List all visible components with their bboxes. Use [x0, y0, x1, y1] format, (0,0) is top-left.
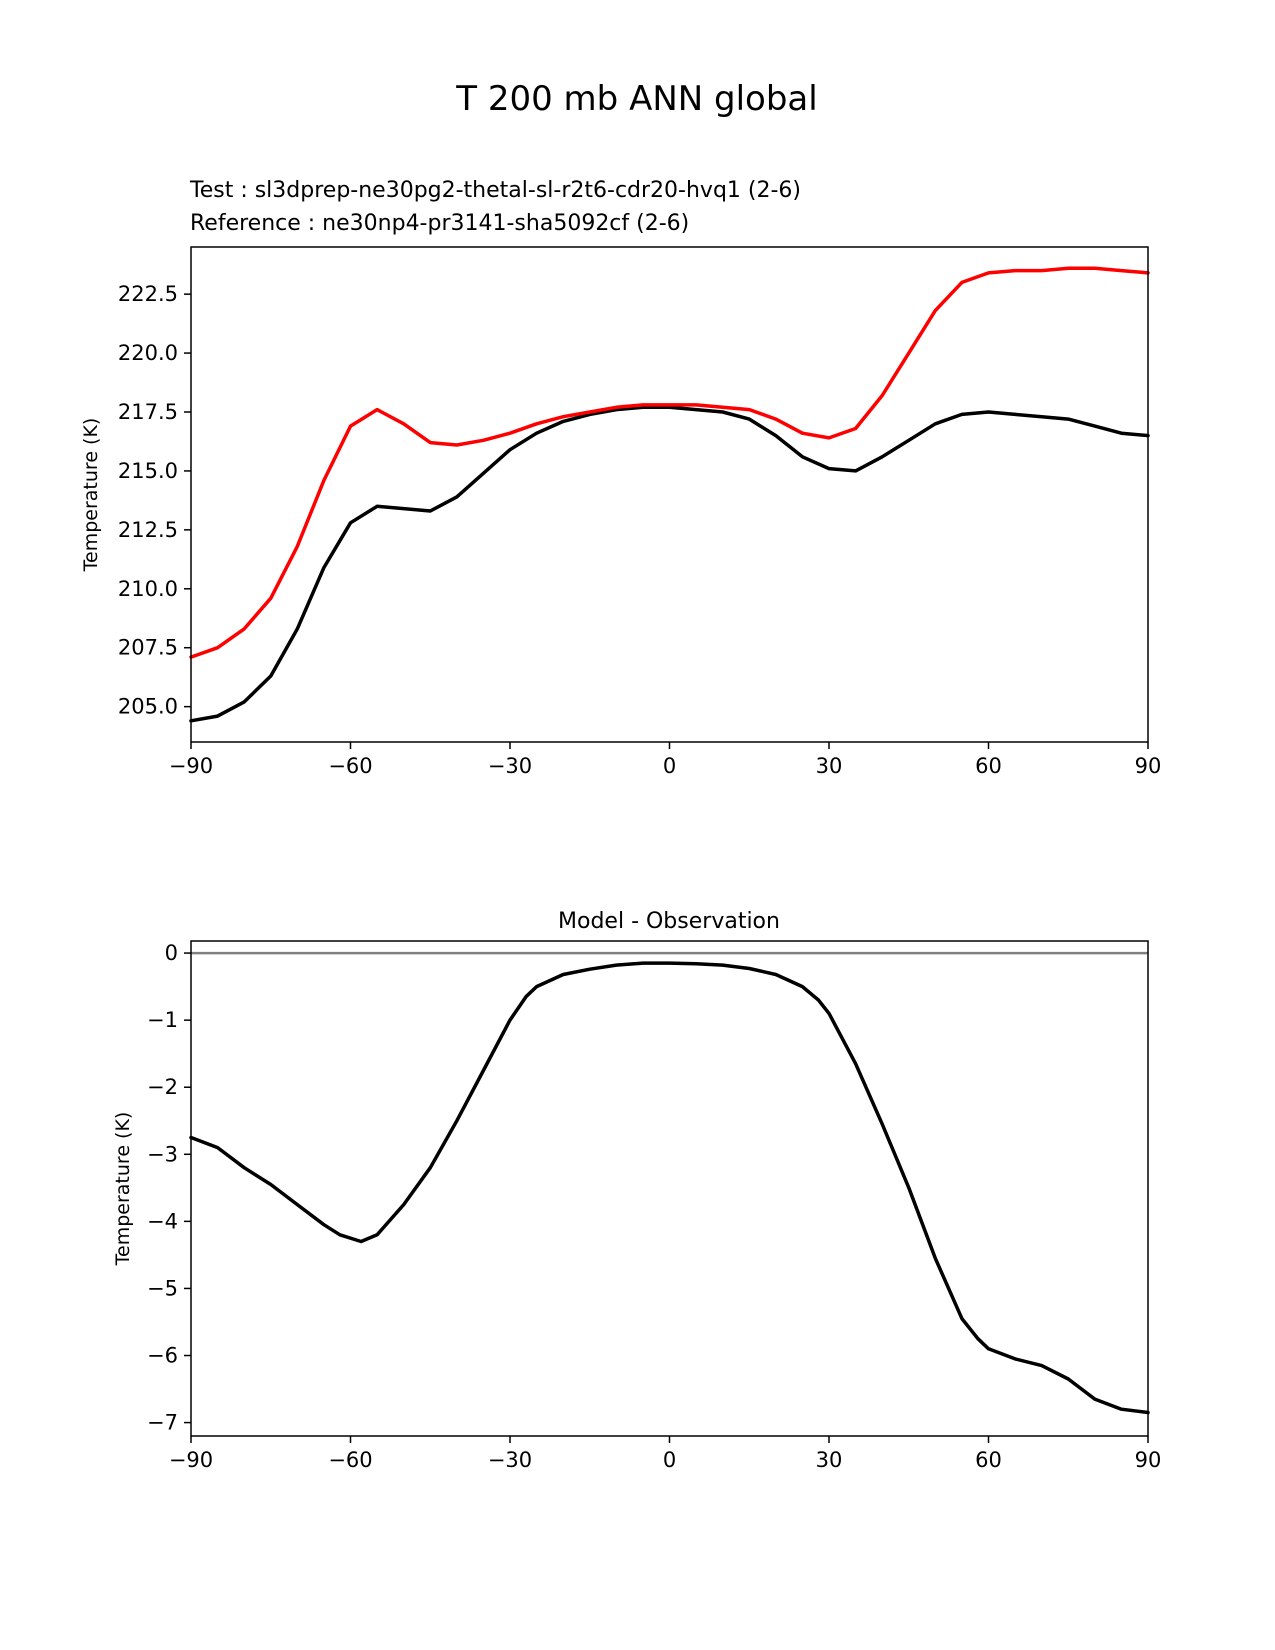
bot-y-tick-label: −1: [147, 1008, 178, 1032]
bot-y-tick-label: −6: [147, 1344, 178, 1368]
top-series-line-1: [189, 266, 1150, 659]
top-y-tick-label: 210.0: [118, 577, 178, 601]
top-series-line-0: [189, 405, 1150, 723]
top-y-tick-label: 212.5: [118, 518, 178, 542]
bot-series-line-0: [189, 961, 1150, 1415]
top-y-axis-label: Temperature (K): [80, 418, 102, 573]
top-x-tick-label: 90: [1135, 754, 1162, 778]
panel-bottom: Model - Observation −90 −60 −30 0 30 60 90 0 −1…: [112, 909, 1161, 1472]
bot-x-tick-label: 0: [663, 1448, 676, 1472]
top-y-tick-label: 220.0: [118, 341, 178, 365]
top-y-tick-label: 205.0: [118, 695, 178, 719]
top-y-ticks: 205.0 207.5 210.0 212.5 215.0 217.5 220.0 222.5: [118, 282, 191, 719]
bot-y-tick-label: −7: [147, 1411, 178, 1435]
bot-y-tick-label: 0: [165, 941, 178, 965]
top-x-tick-label: 30: [816, 754, 843, 778]
top-title-reference: Reference : ne30np4-pr3141-sha5092cf (2-…: [190, 211, 689, 236]
bot-x-tick-label: −60: [328, 1448, 372, 1472]
bottom-y-ticks: 0 −1 −2 −3 −4 −5 −6 −7: [147, 941, 191, 1435]
bottom-axes-frame: [190, 940, 1149, 1437]
bot-y-tick-label: −2: [147, 1075, 178, 1099]
top-x-ticks: −90 −60 −30 0 30 60 90: [169, 742, 1162, 778]
top-x-tick-label: −30: [488, 754, 532, 778]
top-axes-frame: [190, 246, 1149, 743]
top-y-tick-label: 215.0: [118, 459, 178, 483]
bottom-title: Model - Observation: [558, 909, 780, 934]
bottom-series-group: [189, 961, 1150, 1415]
top-x-tick-label: 0: [663, 754, 676, 778]
bot-x-tick-label: −90: [169, 1448, 213, 1472]
top-title-test: Test : sl3dprep-ne30pg2-thetal-sl-r2t6-c…: [189, 178, 801, 203]
top-x-tick-label: 60: [975, 754, 1002, 778]
top-y-tick-label: 207.5: [118, 636, 178, 660]
figure-suptitle: T 200 mb ANN global: [455, 79, 817, 119]
bot-x-tick-label: −30: [488, 1448, 532, 1472]
panel-top: Test : sl3dprep-ne30pg2-thetal-sl-r2t6-c…: [80, 178, 1161, 778]
top-series-group: [189, 266, 1150, 723]
bot-x-tick-label: 30: [816, 1448, 843, 1472]
bot-y-tick-label: −5: [147, 1276, 178, 1300]
bot-x-tick-label: 60: [975, 1448, 1002, 1472]
bot-x-tick-label: 90: [1135, 1448, 1162, 1472]
top-y-tick-label: 222.5: [118, 282, 178, 306]
top-x-tick-label: −90: [169, 754, 213, 778]
top-y-tick-label: 217.5: [118, 400, 178, 424]
top-x-tick-label: −60: [328, 754, 372, 778]
bottom-y-axis-label: Temperature (K): [112, 1112, 134, 1267]
bottom-x-ticks: −90 −60 −30 0 30 60 90: [169, 1436, 1162, 1472]
bot-y-tick-label: −4: [147, 1209, 178, 1233]
bot-y-tick-label: −3: [147, 1142, 178, 1166]
